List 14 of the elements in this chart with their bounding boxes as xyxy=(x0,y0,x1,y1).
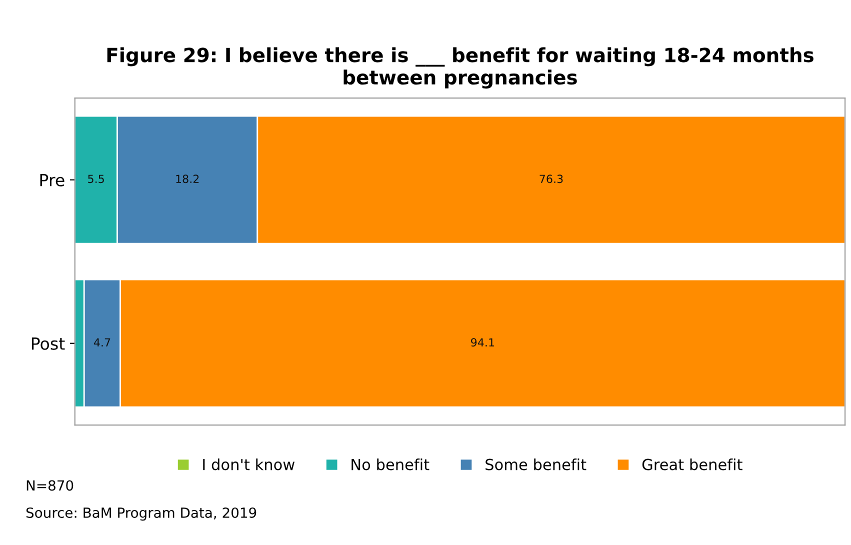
data-label: 94.1 xyxy=(471,338,494,347)
source-note: Source: BaM Program Data, 2019 xyxy=(26,507,256,521)
chart-title: Figure 29: I believe there is ___ benefit for waiting 18-24 months between pregnancies xyxy=(107,47,814,89)
legend-label: I don't know xyxy=(203,458,295,470)
data-label: 5.5 xyxy=(88,174,104,184)
legend-label: Great benefit xyxy=(642,458,742,470)
data-label: 4.7 xyxy=(94,338,110,346)
data-label: 18.2 xyxy=(176,174,199,184)
text: N=870 xyxy=(26,480,74,491)
y-tick-label: Pre xyxy=(40,174,64,186)
legend-label: Some benefit xyxy=(486,458,586,470)
y-tick-label: Post xyxy=(32,338,65,350)
legend-label: No benefit xyxy=(352,458,430,470)
data-label: 76.3 xyxy=(540,174,563,184)
